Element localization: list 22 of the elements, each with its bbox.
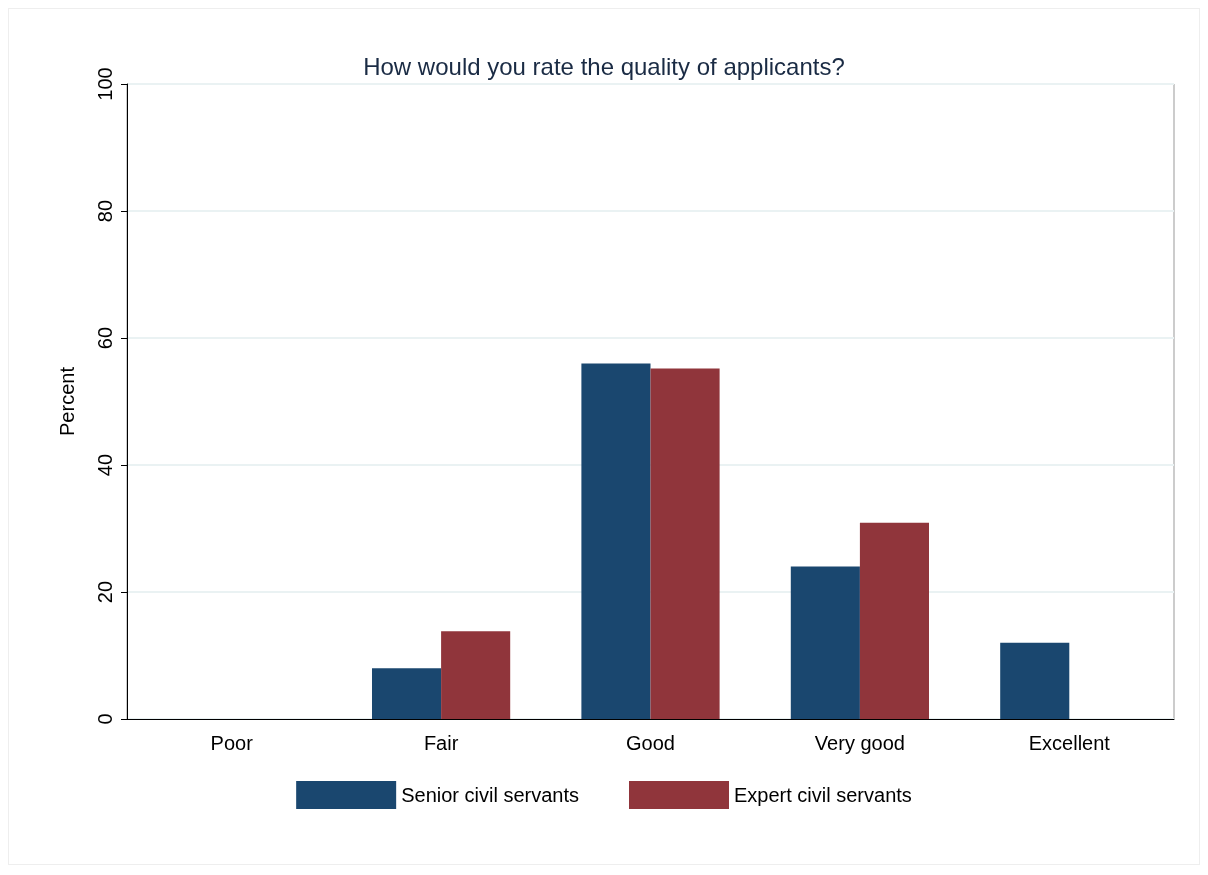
x-tick-label: Fair — [423, 732, 459, 754]
bar — [581, 363, 651, 719]
y-tick-label: 0 — [94, 713, 116, 725]
bar — [1000, 642, 1070, 719]
y-tick-label: 80 — [94, 199, 116, 223]
x-tick-label: Good — [626, 732, 675, 754]
bar — [441, 631, 511, 719]
bar — [859, 522, 929, 719]
bar — [650, 368, 720, 719]
legend-label: Expert civil servants — [734, 784, 912, 806]
y-axis-title: Percent — [56, 366, 78, 436]
y-tick-label: 100 — [94, 67, 116, 101]
bar — [790, 566, 860, 719]
y-tick-label: 60 — [94, 326, 116, 350]
y-tick-label: 40 — [94, 453, 116, 477]
legend-label: Senior civil servants — [401, 784, 580, 806]
bar — [372, 668, 442, 719]
x-tick-label: Very good — [814, 732, 905, 754]
x-tick-label: Excellent — [1028, 732, 1111, 754]
y-tick-label: 20 — [94, 580, 116, 604]
x-tick-label: Poor — [210, 732, 254, 754]
chart-title: How would you rate the quality of applicants? — [363, 52, 845, 80]
